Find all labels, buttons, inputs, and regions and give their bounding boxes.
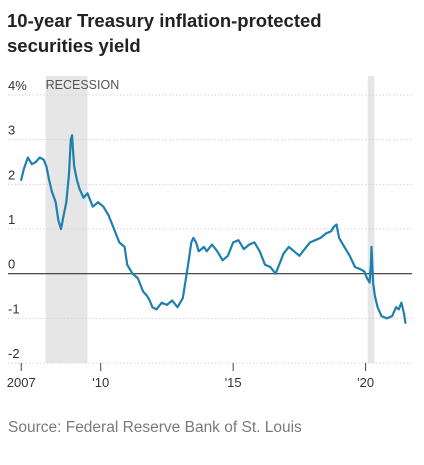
chart-title: 10-year Treasury inflation-protected sec… (7, 10, 322, 56)
y-tick-label: 2 (8, 167, 15, 182)
y-axis-ticks: 4% 3 2 1 0 -1 -2 (8, 78, 27, 361)
y-tick-label: 0 (8, 257, 15, 272)
x-tick-label: '20 (357, 375, 374, 390)
x-tick-label: '10 (92, 375, 109, 390)
recession-bands: RECESSION (45, 76, 375, 363)
y-tick-label: -1 (8, 301, 20, 316)
gridlines (8, 94, 412, 364)
recession-band (45, 76, 88, 363)
recession-band (367, 76, 375, 363)
x-axis-ticks: 2007 '10 '15 '20 (7, 363, 374, 390)
series-layer (20, 134, 407, 324)
recession-label: RECESSION (46, 78, 120, 92)
x-tick-label: 2007 (7, 375, 36, 390)
source-note: Source: Federal Reserve Bank of St. Loui… (8, 419, 302, 436)
y-tick-label: -2 (8, 346, 20, 361)
x-tick-label: '15 (225, 375, 242, 390)
y-tick-label: 3 (8, 123, 15, 138)
series-line (20, 134, 407, 324)
y-tick-label: 1 (8, 212, 15, 227)
y-tick-label: 4% (8, 78, 27, 93)
